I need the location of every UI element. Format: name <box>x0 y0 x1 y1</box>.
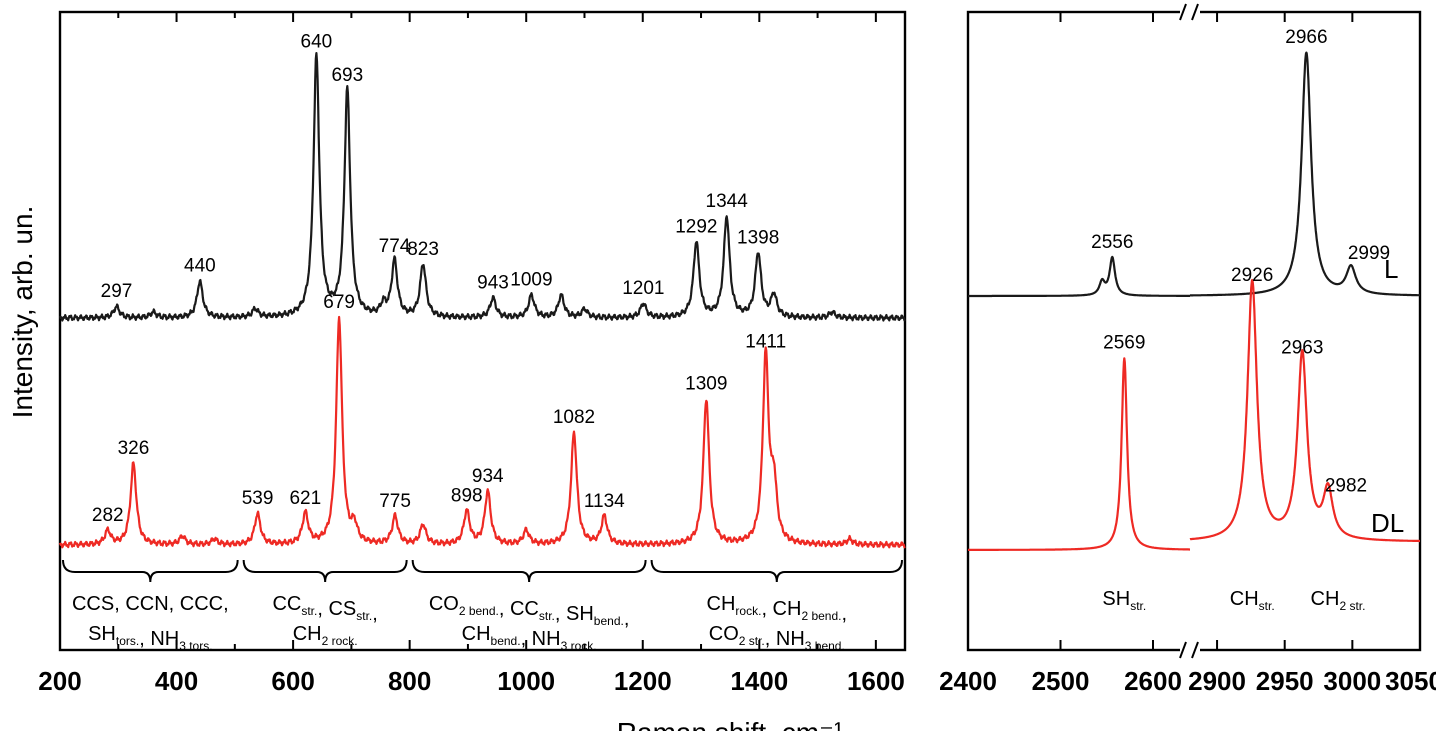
peak-label: 943 <box>477 272 509 293</box>
assignment-label: CHstr. <box>1230 588 1275 613</box>
x-axis-label: Raman shift, cm⁻¹ <box>617 717 843 731</box>
axis-break-mark <box>1179 641 1187 659</box>
assignment-label: CHbend., NH3 rock. <box>462 623 597 653</box>
right-x-tick-label: 2900 <box>1188 666 1246 696</box>
right-x-tick-label: 2950 <box>1256 666 1314 696</box>
right-trace-l <box>1189 51 1421 297</box>
left-x-tick-label: 400 <box>155 666 198 696</box>
peak-label: 1134 <box>584 491 625 512</box>
assignment-label: CH2 str. <box>1311 588 1366 613</box>
band-assignments: CCS, CCN, CCC, SHtors., NH3 tors. CCstr., … <box>62 559 1366 653</box>
peak-label: 823 <box>407 239 439 260</box>
axis-ticks: 200 400 600 800 1000 1200 1400 1600 2400 2500 2600… <box>38 12 1436 696</box>
right-plot-frame <box>966 10 1422 652</box>
assignment-brace <box>650 559 903 583</box>
peak-label: 326 <box>118 438 150 459</box>
peak-label: 775 <box>379 491 411 512</box>
right-x-tick-label: 3000 <box>1323 666 1381 696</box>
left-trace-l <box>58 52 906 322</box>
right-x-tick-label: 2500 <box>1032 666 1090 696</box>
peak-label: 539 <box>242 488 274 509</box>
assignment-label: CCS, CCN, CCC, <box>72 593 229 615</box>
right-x-tick-label: 2400 <box>939 666 997 696</box>
peak-label: 1201 <box>622 278 664 299</box>
left-trace-dl <box>58 315 906 549</box>
peak-label: 693 <box>331 65 363 86</box>
peak-label: 679 <box>323 292 355 313</box>
peak-label: 2982 <box>1325 475 1367 496</box>
axis-break-mark <box>1179 3 1187 21</box>
assignment-label: CO2 bend., CCstr., SHbend., <box>429 593 630 630</box>
peak-label: 640 <box>301 32 333 53</box>
peak-label: 1344 <box>706 191 749 212</box>
assignment-label: CH2 rock. <box>293 623 358 648</box>
peak-label: 297 <box>101 281 133 302</box>
peak-label: 1398 <box>737 228 779 249</box>
left-x-tick-label: 800 <box>388 666 431 696</box>
assignment-label: CCstr., CSstr., <box>272 593 377 625</box>
peak-label: 2926 <box>1231 265 1273 286</box>
left-x-tick-label: 1400 <box>730 666 788 696</box>
left-x-tick-label: 1200 <box>614 666 672 696</box>
plot-frames <box>58 3 1422 659</box>
right-trace-l <box>967 255 1191 298</box>
peak-label: 1411 <box>745 331 786 352</box>
peak-label: 621 <box>289 488 321 509</box>
left-x-tick-label: 1000 <box>497 666 555 696</box>
assignment-brace <box>242 559 408 583</box>
axis-break-mark <box>1191 641 1199 659</box>
peak-label: 2569 <box>1103 332 1145 353</box>
left-plot-frame <box>58 10 907 652</box>
peak-label: 934 <box>472 466 504 487</box>
assignment-label: CHrock., CH2 bend., <box>707 593 848 625</box>
peak-label: 282 <box>92 505 124 526</box>
right-trace-dl <box>1189 278 1421 543</box>
right-trace-dl <box>967 357 1191 551</box>
series-label-l: L <box>1384 254 1398 284</box>
right-x-tick-label: 2600 <box>1124 666 1182 696</box>
peak-label: 440 <box>184 256 216 277</box>
peak-label: 2966 <box>1285 27 1327 48</box>
peak-label: 2963 <box>1281 338 1323 359</box>
peak-label: 1082 <box>553 407 595 428</box>
peak-label: 2999 <box>1348 243 1390 264</box>
assignment-label: SHstr. <box>1102 588 1146 613</box>
peak-label: 774 <box>379 236 411 257</box>
peak-label: 2556 <box>1091 232 1133 253</box>
peak-label: 1292 <box>675 216 717 237</box>
assignment-brace <box>411 559 647 583</box>
left-x-tick-label: 200 <box>38 666 81 696</box>
axis-break-mark <box>1191 3 1199 21</box>
assignment-brace <box>62 559 239 583</box>
peak-label: 1309 <box>685 373 727 394</box>
right-x-tick-label: 3050 <box>1385 666 1436 696</box>
peak-label: 1009 <box>510 270 552 291</box>
series-label-dl: DL <box>1371 508 1404 538</box>
assignment-label: SHtors., NH3 tors. <box>88 623 213 653</box>
peak-label: 898 <box>451 485 483 506</box>
spectrum-traces <box>58 51 1421 551</box>
left-x-tick-label: 1600 <box>847 666 905 696</box>
y-axis-label: Intensity, arb. un. <box>7 206 38 419</box>
assignment-label: CO2 str., NH3 bend. <box>709 623 845 653</box>
left-x-tick-label: 600 <box>271 666 314 696</box>
